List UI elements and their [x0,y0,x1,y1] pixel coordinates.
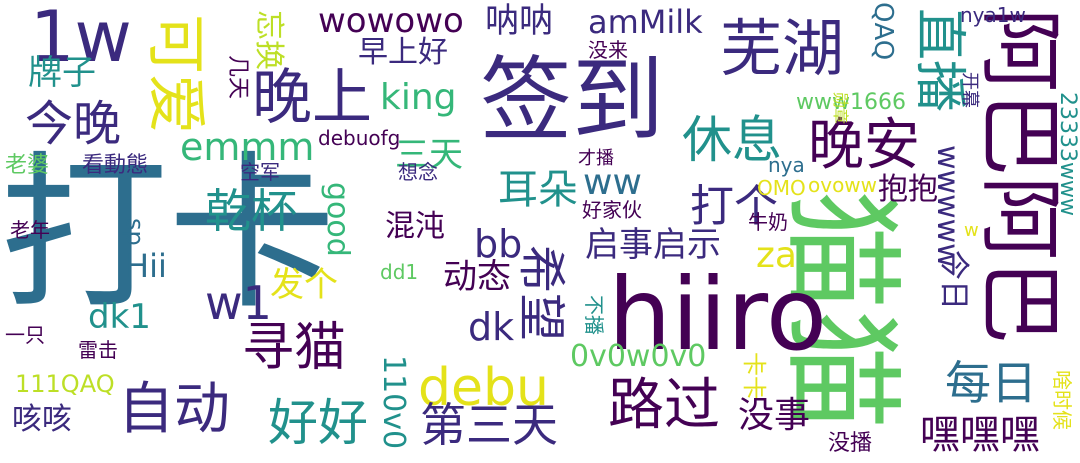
word-23333www: 23333www [1055,92,1080,216]
word-1w: 1w [30,0,132,78]
word-hii: Hii [125,247,167,285]
word-santian: 三天 [395,135,463,175]
word-dk1: dk1 [88,297,151,337]
word-nana: 呐呐 [485,1,553,41]
word-dd1: dd1 [380,260,419,284]
word-wanshang: 晚上 [252,63,372,133]
word-zhibo: 直播 [909,8,969,113]
word-www1666: www1666 [796,90,906,115]
word-za: za [756,235,797,276]
word-fage: 发个 [270,265,338,305]
word-w1: w1 [205,276,272,330]
word-ww: ww [583,162,642,203]
word-daka: 打卡 [0,136,336,332]
word-meiri: 每日 [945,356,1037,410]
word-ganbei: 乾杯 [205,184,297,238]
word-bb: bb [474,222,523,266]
word-qishi: 启事启示 [585,225,721,265]
word-meilai: 没来 [588,38,628,62]
word-shaoshihou: 啥时候 [1050,370,1074,430]
word-xiwang: 希望 [513,245,569,342]
word-omo: OMO [757,176,806,200]
word-daoge: 打个 [690,181,778,232]
word-wanan: 晚安 [808,113,920,178]
word-110v0: 110v0 [376,355,411,450]
word-good: good [320,182,355,257]
word-meishi: 没事 [738,395,811,436]
word-ovoww: ovoww [808,173,878,197]
word-xunzhang: 勋章 [831,92,850,125]
word-disantian: 第三天 [420,398,558,452]
word-kongjun: 空军 [240,160,280,184]
word-jinri: 今日 [936,250,971,310]
word-kaikai: 咳咳 [12,402,72,437]
word-paizi: 牌子 [28,53,96,93]
word-heiheihei: 嘿嘿嘿 [920,412,1040,458]
word-ovovovo: 0v0w0v0 [570,339,707,374]
word-xunmao: 寻猫 [242,318,347,378]
word-zaoshanghao: 早上好 [358,35,448,70]
word-haohao: 好好 [268,394,368,452]
word-debu: debu [418,358,549,418]
word-xiuxi: 休息 [682,111,782,169]
word-hunhun: 混沌 [385,209,445,244]
word-jinwan: 今晚 [25,96,122,152]
word-amilk: amMilk [588,3,703,41]
word-sp: sp [121,218,149,246]
word-keai: 可爱 [140,14,210,134]
word-wuhu: 芜湖 [720,12,845,85]
word-kaimu: 开幕 [959,72,980,108]
word-yizhi: 一只 [5,323,45,347]
word-king: king [380,77,457,118]
word-xiangnian: 想念 [398,160,438,184]
word-laonian: 老年 [10,218,50,242]
word-bubo: 不播 [582,295,606,335]
word-kaka: 卡卡 [740,352,768,400]
word-qiandao: 签到 [480,47,665,154]
word-debuofg: debuofg [318,126,401,150]
word-111qaq: 111QAQ [15,370,115,398]
word-nya: nya [768,153,805,177]
word-qaq: QAQ [868,2,898,61]
word-dk: dk [468,305,515,349]
word-wanghuan: 忘换 [251,10,286,70]
word-cai: 才播 [578,148,614,169]
word-wowowo: wowowo [318,1,464,41]
word-erduo: 耳朵 [498,167,578,213]
word-laopo: 老婆 [5,153,50,178]
word-haojiahuo: 好家伙 [582,198,642,222]
word-aba: 阿巴阿巴 [971,8,1069,345]
word-baobao: 抱抱 [878,172,938,207]
word-lujuo: 路过 [608,373,720,438]
word-kandongtai: 看動態 [82,153,149,178]
word-niunai: 牛奶 [748,210,788,234]
word-nya1w: nya1w [960,3,1026,27]
word-small-w: w [964,220,979,241]
word-zidong: 自动 [118,377,230,442]
word-emmm: emmm [180,125,315,169]
word-meibo: 没播 [828,431,873,456]
word-leiji: 雷击 [78,338,118,362]
word-hiiro: hiiro [608,256,828,373]
word-dongtai: 动态 [443,257,511,297]
word-jitian: 几天 [225,55,250,100]
